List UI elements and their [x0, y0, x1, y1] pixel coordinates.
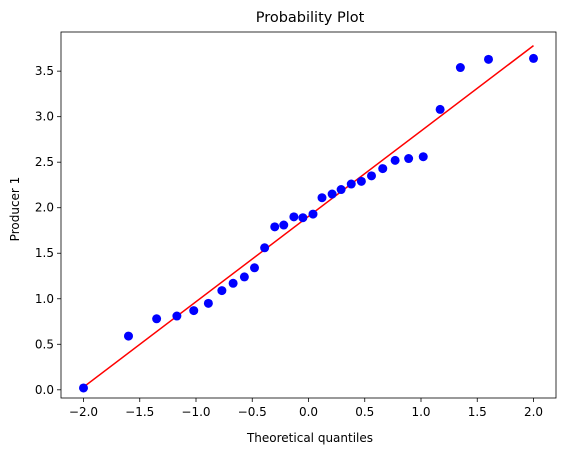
y-tick-label: 0.5 [35, 337, 54, 351]
data-point [356, 176, 366, 186]
data-point [418, 152, 428, 162]
data-point [336, 185, 346, 195]
x-axis: −2.0 −1.5 −1.0 −0.5 0.0 0.5 1.0 1.5 2.0 [69, 398, 543, 419]
data-point [308, 209, 318, 219]
data-point [404, 154, 414, 164]
data-point [327, 189, 337, 199]
data-point [239, 272, 249, 282]
data-point [172, 311, 182, 321]
data-point [298, 213, 308, 223]
plot-area [60, 31, 557, 399]
data-point [79, 383, 88, 393]
x-tick-label: −2.0 [69, 405, 98, 419]
data-point [378, 164, 388, 174]
x-tick-label: 1.0 [411, 405, 430, 419]
y-tick-label: 1.5 [35, 246, 54, 260]
x-tick-label: 2.0 [524, 405, 543, 419]
fit-line [83, 45, 534, 388]
data-point [217, 286, 227, 296]
chart-title: Probability Plot [256, 10, 365, 26]
data-point [484, 54, 493, 64]
data-point [390, 155, 400, 165]
y-tick-label: 0.0 [35, 383, 54, 397]
plot-frame [60, 31, 557, 399]
y-tick-label: 1.0 [35, 292, 54, 306]
data-point [529, 53, 538, 63]
data-point [228, 278, 238, 288]
y-tick-label: 3.5 [35, 64, 54, 78]
data-point [260, 243, 270, 253]
y-tick-label: 2.0 [35, 201, 54, 215]
y-axis: 0.0 0.5 1.0 1.5 2.0 2.5 3.0 3.5 [35, 64, 61, 397]
data-point [270, 222, 280, 232]
data-point [250, 263, 259, 273]
data-point [203, 298, 213, 308]
data-point [152, 314, 162, 324]
x-axis-label: Theoretical quantiles [246, 431, 373, 445]
data-point [455, 63, 465, 73]
data-point [367, 171, 376, 181]
x-tick-label: −1.0 [181, 405, 210, 419]
x-tick-label: 1.5 [468, 405, 487, 419]
x-tick-label: 0.0 [299, 405, 318, 419]
data-point [317, 193, 327, 203]
data-point [289, 212, 299, 222]
data-point [279, 220, 289, 230]
data-point [435, 104, 445, 114]
y-axis-label: Producer 1 [8, 177, 22, 242]
y-tick-label: 3.0 [35, 110, 54, 124]
data-point [346, 179, 356, 189]
data-point [189, 306, 199, 316]
y-tick-label: 2.5 [35, 155, 54, 169]
x-tick-label: −0.5 [238, 405, 267, 419]
data-point [124, 331, 133, 341]
x-tick-label: −1.5 [125, 405, 154, 419]
x-tick-label: 0.5 [355, 405, 374, 419]
